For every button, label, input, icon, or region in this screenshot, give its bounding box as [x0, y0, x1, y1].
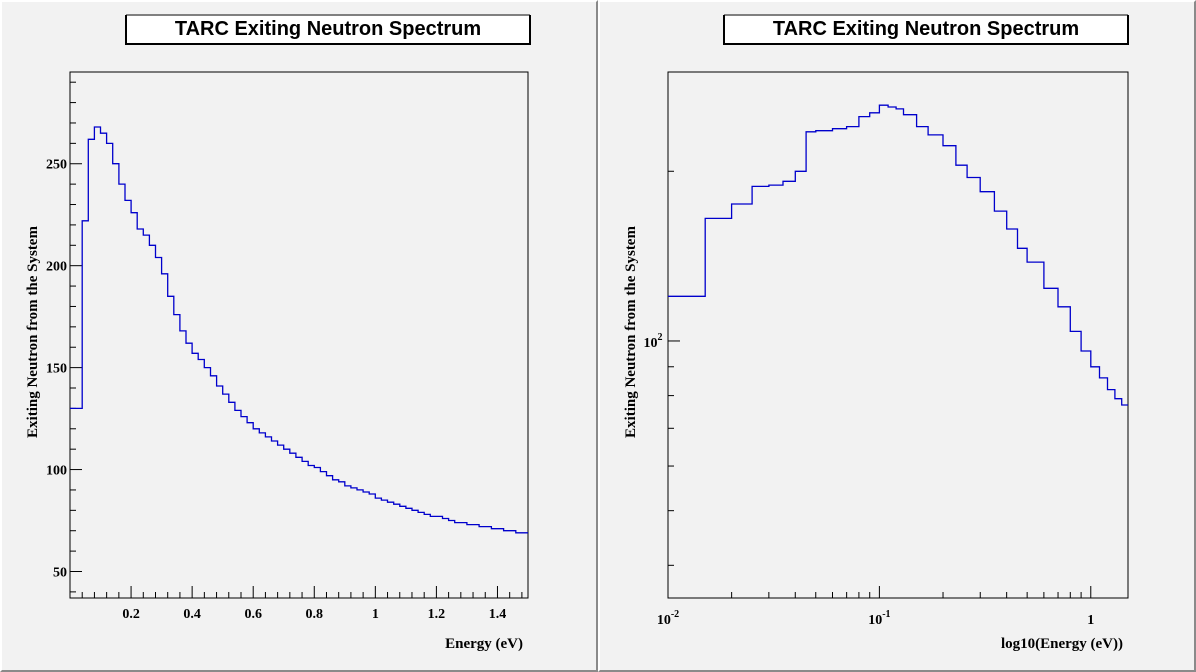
- linear-spectrum-chart: TARC Exiting Neutron Spectrum Exiting Neu…: [25, 14, 531, 652]
- x-tick-label: 1.2: [428, 607, 446, 622]
- plot-frame: [667, 71, 1129, 599]
- y-tick-base: 10: [644, 336, 658, 351]
- x-tick-label: 1: [1087, 613, 1094, 628]
- x-tick-label: 1: [372, 607, 379, 622]
- y-tick-label: 102: [644, 332, 663, 351]
- y-tick-label: 200: [46, 260, 67, 275]
- axis-ticks: [70, 81, 523, 598]
- right-canvas-pad: TARC Exiting Neutron Spectrum Exiting Neu…: [598, 0, 1196, 672]
- x-tick-exponent: -1: [882, 609, 890, 620]
- y-tick-exponent: 2: [658, 332, 663, 343]
- x-tick-base: 10: [657, 613, 671, 628]
- title-box-bg: [724, 14, 1128, 44]
- x-tick-label: 1.4: [489, 607, 507, 622]
- plot-frame: [69, 71, 529, 599]
- left-canvas-pad: TARC Exiting Neutron Spectrum Exiting Neu…: [0, 0, 598, 672]
- x-tick-label: 10-2: [657, 609, 679, 628]
- x-tick-label: 0.4: [183, 607, 201, 622]
- axis-ticks: [667, 71, 1092, 598]
- x-tick-label: 0.2: [122, 607, 140, 622]
- chart-title: TARC Exiting Neutron Spectrum: [175, 18, 481, 40]
- y-tick-label: 50: [53, 565, 67, 580]
- title-box-bg: [126, 14, 530, 44]
- x-tick-label: 10-1: [868, 609, 890, 628]
- x-tick-exponent: -2: [671, 609, 679, 620]
- title-box: TARC Exiting Neutron Spectrum: [125, 14, 531, 45]
- x-tick-label: 0.8: [306, 607, 324, 622]
- title-box: TARC Exiting Neutron Spectrum: [723, 14, 1129, 45]
- y-tick-label: 250: [46, 158, 67, 173]
- log-spectrum-chart: TARC Exiting Neutron Spectrum Exiting Neu…: [623, 14, 1129, 652]
- x-tick-base: 10: [868, 613, 882, 628]
- y-tick-label: 150: [46, 362, 67, 377]
- y-axis-label: Exiting Neutron from the System: [25, 226, 41, 438]
- y-axis-label: Exiting Neutron from the System: [623, 226, 639, 438]
- spectrum-series-line: [668, 104, 1128, 406]
- x-axis-label: log10(Energy (eV)): [1001, 636, 1123, 652]
- y-tick-label: 100: [46, 464, 67, 479]
- spectrum-series-line: [70, 126, 528, 534]
- x-tick-label: 0.6: [244, 607, 262, 622]
- x-axis-label: Energy (eV): [445, 636, 523, 652]
- chart-title: TARC Exiting Neutron Spectrum: [773, 18, 1079, 40]
- x-tick-base: 1: [1087, 613, 1094, 628]
